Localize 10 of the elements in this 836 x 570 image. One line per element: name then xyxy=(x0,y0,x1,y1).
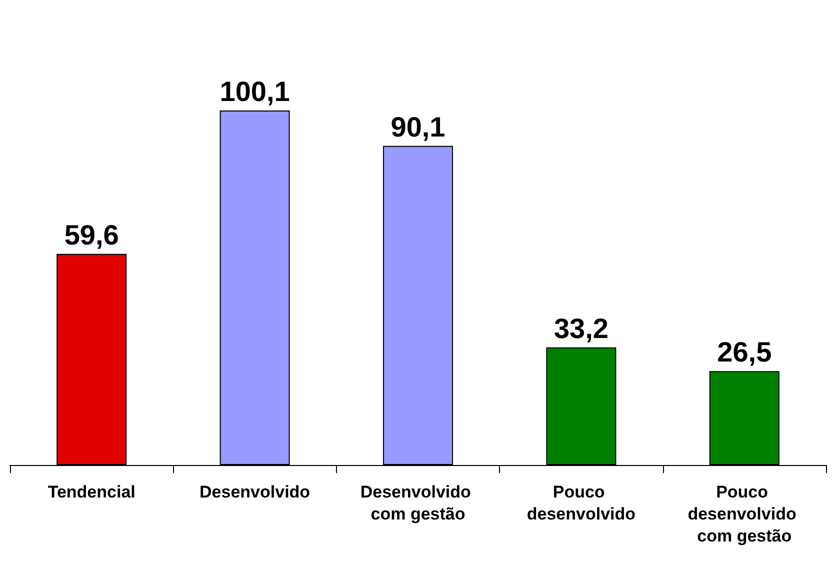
x-tick-label: Desenvolvido xyxy=(200,482,310,502)
data-label: 59,6 xyxy=(64,219,119,250)
x-tick-label: Tendencial xyxy=(48,482,136,502)
x-tick-label: Desenvolvido com gestão xyxy=(360,482,476,524)
x-tick-label: Pouco desenvolvido com gestão xyxy=(688,482,802,546)
data-label: 33,2 xyxy=(554,312,608,344)
data-label: 100,1 xyxy=(220,76,290,107)
x-tick-label: Pouco desenvolvido xyxy=(526,482,636,524)
data-label: 26,5 xyxy=(717,336,772,368)
data-label: 90,1 xyxy=(390,111,446,142)
